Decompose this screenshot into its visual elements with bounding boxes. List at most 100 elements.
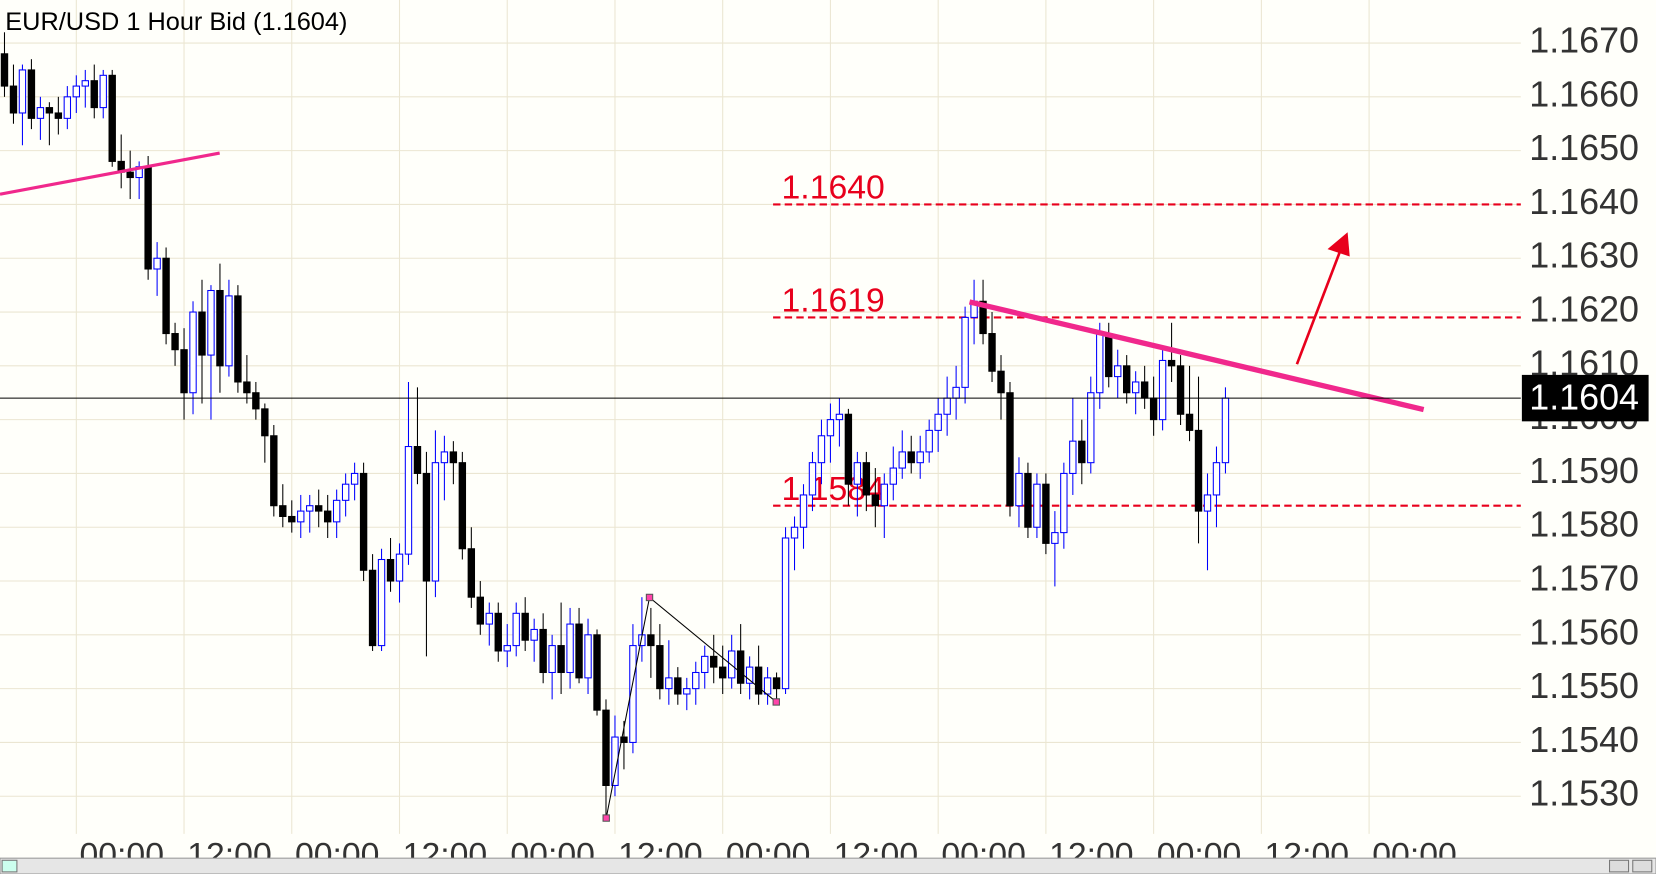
candle-body [431,462,440,582]
candle-body [386,558,395,582]
candle-body [153,257,161,270]
candle-body [144,166,152,270]
candle-body [925,429,933,453]
candle-body [108,74,116,162]
candle-body [189,311,197,394]
candle-body [225,295,233,367]
candle-body [701,655,709,674]
candle-body [476,596,485,625]
candle-body [9,85,18,114]
candle-body [575,623,583,679]
candle-body [126,171,134,179]
candle-body [988,333,996,372]
candle-body [216,289,224,367]
candle-body [503,645,511,652]
scroll-button[interactable] [1632,859,1653,873]
candle-body [1176,365,1185,415]
candle-body [1212,462,1221,496]
candle-body [683,688,691,695]
candle-body [826,419,835,437]
candle-body [1203,494,1212,512]
candle-body [1024,472,1032,528]
y-tick-label: 1.1660 [1529,74,1639,114]
candle-body [727,650,736,679]
y-tick-label: 1.1670 [1529,21,1639,61]
candle-body [1006,392,1014,507]
candle-body [45,107,54,114]
candle-body [1042,483,1050,544]
y-tick-label: 1.1590 [1529,451,1639,491]
candle-body [656,645,664,690]
candle-body [54,112,63,119]
candle-body [261,408,269,437]
candle-body [243,381,251,394]
candle-body [763,677,772,695]
candle-body [252,392,260,410]
candle-body [1105,333,1113,378]
trendline [968,299,1425,413]
candle-body [332,499,341,523]
candle-body [90,80,98,109]
candle-body [710,655,718,668]
candle-body [18,69,27,114]
candle-body [81,80,89,87]
candle-body [1158,359,1167,421]
vertex [645,593,654,602]
candle-body [1069,440,1077,474]
candle-body [772,677,781,690]
candle-body [862,462,871,496]
candle-body [719,666,727,679]
candle-body [270,435,278,507]
grid [0,0,1521,834]
candle-body [377,558,386,647]
scrollbar[interactable] [0,857,1656,874]
candle-body [234,295,242,383]
corner-button[interactable] [1,859,18,873]
candle-body [1221,397,1230,464]
axes: 1.1530 1.1540 1.1550 1.1560 1.1570 1.1580 1.15… [0,21,1649,874]
candle-body [279,505,287,518]
candle-body [207,289,215,356]
scroll-thumb[interactable] [1609,859,1630,873]
candle-body [359,472,368,571]
candle-body [449,451,458,464]
candle-body [297,510,305,523]
candle-body [288,515,296,523]
candle-body [907,451,915,464]
level-label: 1.1619 [782,282,885,320]
y-tick-label: 1.1540 [1529,720,1639,760]
candle-body [368,569,377,647]
candle-body [1078,440,1086,464]
candle-body [611,736,619,786]
y-tick-label: 1.1650 [1529,128,1639,168]
candle-body [1140,381,1149,399]
candle-body [745,666,754,684]
chart-title: EUR/USD 1 Hour Bid (1.1604) [5,8,347,36]
candle-body [72,85,81,98]
vertex [772,698,780,706]
candle-body [620,736,628,743]
candle-body [1087,392,1095,464]
candle-body [27,69,36,119]
candle-body [467,548,476,598]
candle-body [1096,333,1104,394]
candle-body [602,709,610,786]
candles [0,32,1230,818]
candle-body [934,413,942,431]
last-price-label: 1.1604 [1529,378,1639,418]
candle-body [835,413,844,421]
candle-body [63,96,72,119]
candle-body [458,462,467,550]
candle-body [557,645,565,674]
candle-body [808,462,817,496]
candle-body [889,467,897,485]
candle-body [593,634,601,711]
candle-body [736,650,745,684]
candle-body [979,300,987,335]
candle-body [485,612,493,625]
y-tick-label: 1.1630 [1529,236,1639,276]
candle-body [647,634,655,647]
candle-body [539,628,547,674]
